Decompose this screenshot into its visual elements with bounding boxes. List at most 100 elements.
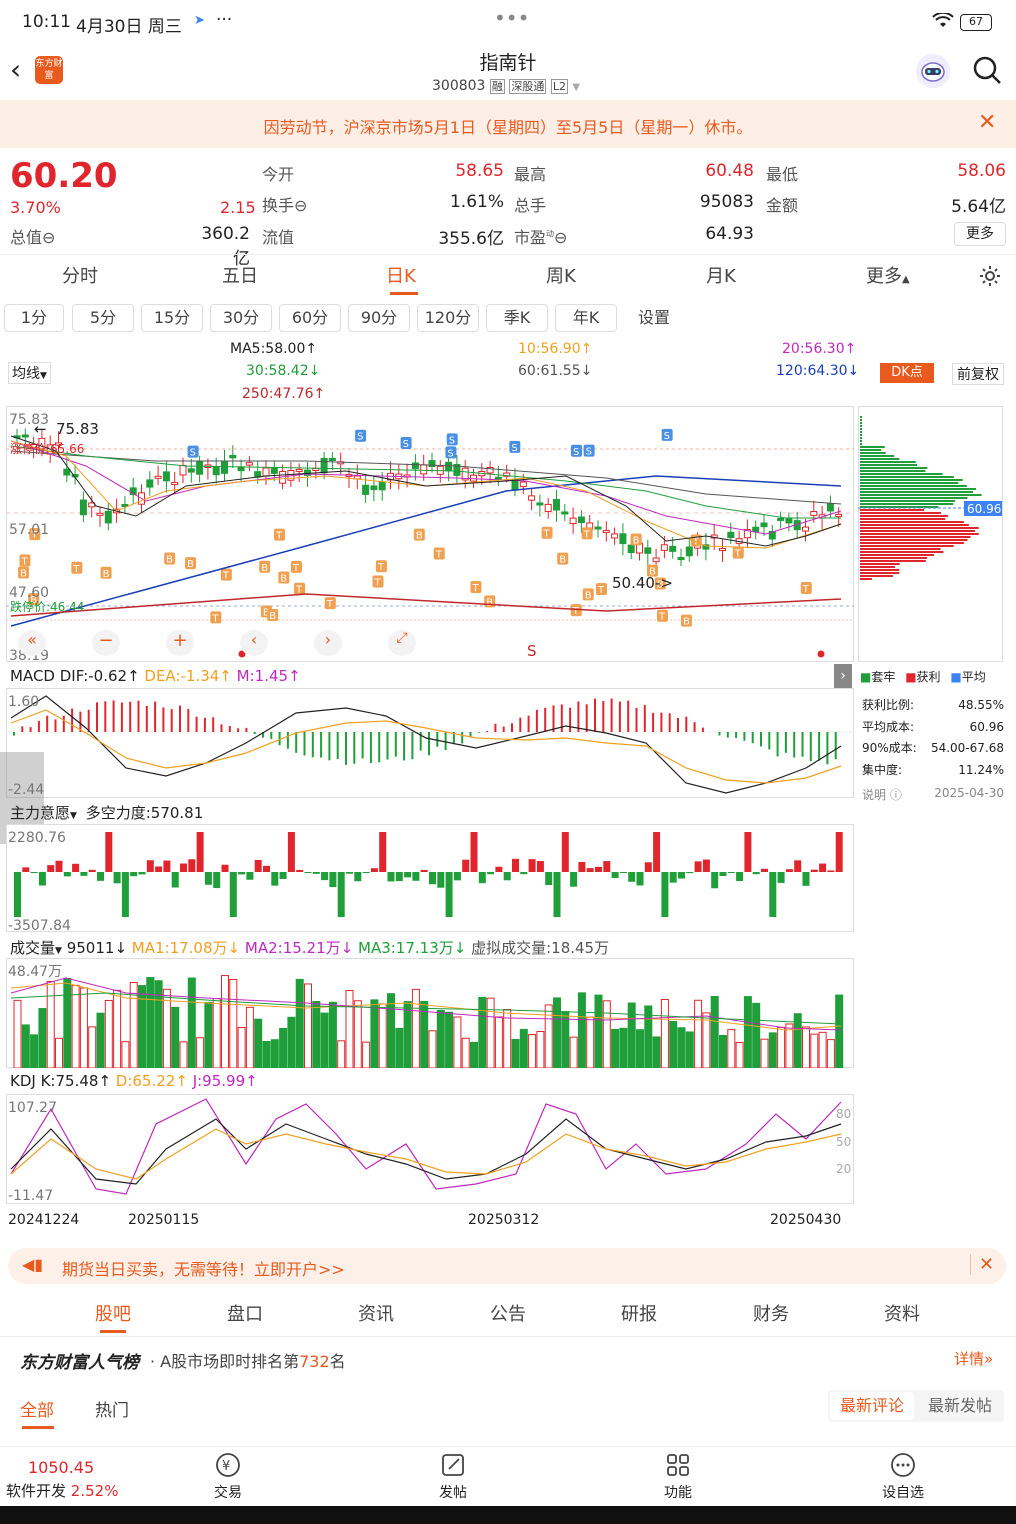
multitask-dots-icon[interactable]: ••• [494,6,530,30]
zlyy-bar [545,872,553,885]
high-value: 60.48 [705,161,754,181]
expand-chip-icon[interactable]: › [834,664,852,688]
sub-tab-settings[interactable]: 设置 [638,308,671,327]
tab-notice[interactable]: 公告 [490,1304,526,1325]
sub-tab-120min[interactable]: 120分 [417,304,479,332]
tab-week-k[interactable]: 周K [546,266,576,287]
kdj-header[interactable]: KDJ K:75.48↑ D:65.22↑ J:95.99↑ [10,1072,258,1090]
chip-bar [860,563,900,565]
sub-tab-30min[interactable]: 30分 [210,304,272,332]
amount-value: 5.64亿 [951,197,1006,217]
tab-research[interactable]: 研报 [621,1304,657,1325]
search-icon[interactable] [972,55,1002,89]
more-quote-button[interactable]: 更多 [954,222,1006,246]
tab-pankou[interactable]: 盘口 [227,1304,263,1325]
index-value: 1050.45 [28,1458,95,1477]
volume-bar [561,1011,570,1068]
tab-day-k[interactable]: 日K [386,266,416,287]
tab-more[interactable]: 更多▲ [866,266,910,287]
tab-month-k[interactable]: 月K [706,266,736,287]
volume-bar [229,978,238,1068]
trade-marker: T [595,583,607,596]
zoom-in-icon[interactable]: + [166,630,194,656]
ma-selector[interactable]: 均线▼ [8,362,51,384]
candle-body [561,511,569,515]
svg-text:B: B [261,563,268,574]
settings-gear-icon[interactable] [978,264,1002,292]
volume-bar [370,999,379,1068]
ranking-detail-link[interactable]: 详情» [954,1350,994,1368]
sort-latest-post[interactable]: 最新发帖 [927,1396,992,1415]
tab-guba[interactable]: 股吧 [95,1304,131,1325]
sub-tab-60min[interactable]: 60分 [279,304,341,332]
volume-bar [511,1038,520,1068]
sub-tab-15min[interactable]: 15分 [141,304,203,332]
index-info[interactable]: 软件开发 2.52% [6,1482,119,1500]
chip-stats: 获利比例: 48.55% 平均成本: 60.96 90%成本: 54.00-67.68… [862,698,1004,777]
candle-body [212,466,220,476]
volume-bar [470,1041,478,1068]
adjust-mode-button[interactable]: 前复权 [952,363,1004,385]
nav-trade[interactable]: ¥ 交易 [212,1452,244,1502]
wifi-icon [932,11,954,33]
nav-add-watchlist[interactable]: 设自选 [880,1452,926,1502]
close-notice-icon[interactable]: ✕ [978,110,997,135]
chip-price-tag: 60.96 [967,502,1001,516]
volume-bar [428,1030,437,1068]
back-icon[interactable]: ‹ [10,53,22,86]
dk-point-button[interactable]: DK点 [880,363,934,383]
sub-tab-5min[interactable]: 5分 [72,304,134,332]
prev-icon[interactable]: ‹ [240,630,268,656]
volume-bar [46,980,55,1068]
tab-intraday[interactable]: 分时 [62,266,98,287]
nav-functions[interactable]: 功能 [662,1452,694,1502]
robot-avatar-icon[interactable] [916,54,950,88]
chip-bar [860,440,862,442]
tab-news[interactable]: 资讯 [358,1304,394,1325]
volume-header[interactable]: 成交量▼ 95011↓ MA1:17.08万↓ MA2:15.21万↓ MA3:… [10,939,610,957]
candle-body [38,437,46,450]
filter-all[interactable]: 全部 [20,1401,54,1421]
macd-ymax: 1.60 [8,694,39,710]
zlyy-bar [686,872,694,874]
volume-bar [88,1026,97,1068]
trade-marker: B [185,557,197,570]
zlyy-bar [279,872,287,879]
close-ad-icon[interactable]: ✕ [970,1254,994,1275]
volume-bar [694,999,703,1068]
macd-header[interactable]: MACD DIF:-0.62↑ DEA:-1.34↑ M:1.45↑ [10,667,301,685]
chip-bar [860,521,964,523]
zlyy-header[interactable]: 主力意愿▼ 多空力度:570.81 [10,804,204,822]
turnover-value: 1.61% [449,192,504,212]
sub-tab-quarter-k[interactable]: 季K [486,304,548,332]
zoom-out-left-icon[interactable]: « [18,630,46,656]
kline-chart[interactable]: BTBTTBBTBTTBTTTTTTTBTBTTTBBBTBBTBTBTBBSS… [6,406,854,662]
volume-bar [387,993,395,1068]
next-icon[interactable]: › [314,630,342,656]
zlyy-bar [163,860,171,872]
tab-finance[interactable]: 财务 [753,1304,789,1325]
sub-tab-90min[interactable]: 90分 [348,304,410,332]
sub-tab-year-k[interactable]: 年K [555,304,617,332]
candle-body [810,511,818,516]
ranking-brand: 东方财富人气榜 [20,1353,139,1373]
trade-marker: B [164,552,176,566]
zlyy-bar [55,860,63,872]
tab-profile[interactable]: 资料 [884,1304,920,1325]
fullscreen-icon[interactable]: ⤢ [388,630,416,656]
chip-note[interactable]: 说明 ⓘ 2025-04-30 [862,786,1004,802]
sort-latest-comment[interactable]: 最新评论 [830,1392,914,1420]
sell-marker: S [445,446,457,459]
candle-body [611,533,619,539]
svg-text:T: T [373,577,381,588]
sub-tab-1min[interactable]: 1分 [4,304,64,332]
volume-bars [13,975,844,1068]
zoom-out-icon[interactable]: − [92,630,120,656]
candle-body [221,460,228,474]
nav-post[interactable]: 发帖 [437,1452,469,1502]
tab-five-day[interactable]: 五日 [222,266,258,287]
zlyy-bar [97,872,104,881]
futures-ad-banner[interactable]: ◀▮ 期货当日买卖，无需等待！立即开户>> ✕ [8,1248,1006,1284]
filter-hot[interactable]: 热门 [95,1401,129,1421]
volume-bar [760,1038,769,1068]
